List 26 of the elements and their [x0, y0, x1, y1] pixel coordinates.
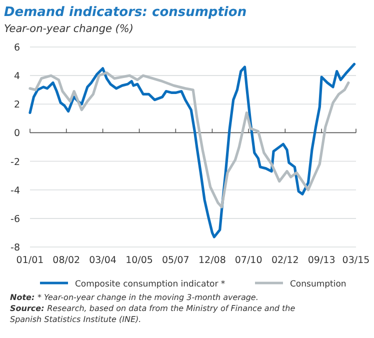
y-tick-label: -8: [10, 242, 20, 254]
y-tick-label: 2: [14, 100, 20, 111]
x-tick-label: 07/10: [234, 255, 262, 266]
chart-title: Demand indicators: consumption: [4, 5, 247, 20]
y-tick-label: 0: [14, 128, 20, 140]
y-tick-label: -4: [10, 185, 20, 196]
line-series: [28, 71, 350, 208]
source-note: Source: Research, based on data from the Ministry of Finance and the Spanish Statistics Institute (INE).: [10, 304, 296, 324]
y-tick-label: 6: [14, 42, 20, 54]
x-tick-label: 09/13: [308, 255, 336, 266]
y-tick-label: 4: [14, 71, 20, 82]
legend-label: Consumption: [290, 280, 346, 290]
line-series: [28, 62, 356, 238]
x-tick-label: 01/01: [16, 255, 44, 266]
y-tick-label: -6: [10, 214, 20, 225]
x-tick-label: 12/08: [198, 255, 226, 266]
legend-label: Composite consumption indicator *: [75, 280, 226, 290]
x-tick-label: 08/02: [52, 255, 80, 266]
x-tick-label: 03/04: [89, 255, 116, 266]
chart-subtitle: Year-on-year change (%): [4, 23, 134, 35]
y-tick-label: -2: [10, 156, 20, 168]
x-tick-label: 02/12: [271, 255, 299, 266]
x-tick-label: 10/05: [126, 255, 153, 266]
x-tick-label: 03/15: [342, 255, 370, 266]
x-tick-label: 05/07: [162, 255, 190, 266]
text: Note: * Year-on-year change in the moving 3-month average.: [10, 293, 258, 302]
